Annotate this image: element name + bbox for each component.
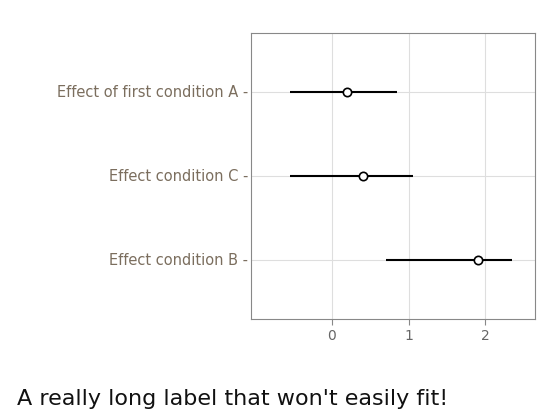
Text: Effect condition B -: Effect condition B - — [109, 253, 248, 268]
Text: A really long label that won't easily fit!: A really long label that won't easily fi… — [17, 389, 448, 409]
Text: Effect condition C -: Effect condition C - — [109, 169, 248, 183]
Text: Effect of first condition A -: Effect of first condition A - — [57, 85, 248, 100]
